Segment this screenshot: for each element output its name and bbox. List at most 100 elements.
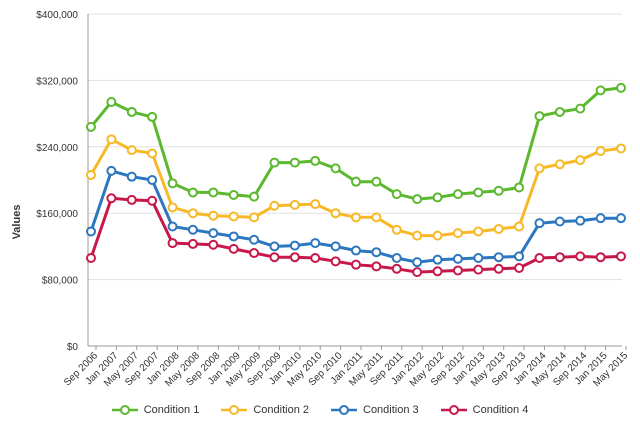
data-point: [249, 248, 260, 259]
data-point: [493, 252, 504, 263]
data-point: [554, 159, 565, 170]
data-point: [616, 251, 626, 262]
data-point: [473, 264, 484, 275]
data-point: [147, 148, 158, 159]
data-point: [616, 213, 626, 224]
data-point: [616, 143, 626, 154]
y-tick-label: $160,000: [36, 209, 78, 220]
data-point: [126, 106, 137, 117]
data-point: [534, 218, 545, 229]
legend-item[interactable]: Condition 4: [440, 404, 529, 416]
data-point: [534, 163, 545, 174]
data-point: [493, 223, 504, 234]
data-point: [371, 247, 382, 258]
series: [86, 82, 626, 278]
legend-label: Condition 3: [363, 404, 419, 416]
y-axis-label: Values: [11, 205, 23, 240]
data-point: [187, 187, 198, 198]
data-point: [371, 176, 382, 187]
legend-label: Condition 4: [472, 404, 529, 416]
data-point: [167, 221, 178, 232]
data-point: [147, 175, 158, 185]
data-point: [534, 111, 545, 122]
data-point: [187, 224, 198, 235]
data-point: [432, 266, 443, 277]
data-point: [126, 171, 137, 182]
data-point: [126, 194, 137, 205]
data-point: [330, 163, 341, 174]
data-point: [391, 263, 402, 274]
data-point: [575, 103, 586, 114]
legend-item[interactable]: Condition 2: [221, 404, 309, 416]
data-point: [412, 267, 423, 278]
data-point: [228, 243, 239, 254]
data-point: [616, 82, 626, 93]
data-point: [595, 213, 606, 224]
data-point: [391, 253, 402, 264]
data-point: [575, 215, 586, 226]
data-point: [391, 224, 402, 235]
data-point: [126, 145, 137, 156]
legend-swatch: [111, 405, 138, 415]
data-point: [187, 208, 198, 219]
data-point: [249, 234, 260, 245]
data-point: [452, 253, 463, 264]
data-point: [106, 165, 117, 176]
data-point: [106, 96, 117, 107]
data-point: [330, 256, 341, 267]
data-point: [554, 106, 565, 117]
data-point: [228, 231, 239, 242]
legend-swatch: [440, 405, 467, 415]
data-point: [249, 212, 260, 223]
data-point: [371, 212, 382, 223]
data-point: [595, 145, 606, 156]
data-point: [575, 155, 586, 166]
data-point: [147, 111, 158, 122]
legend-item[interactable]: Condition 1: [111, 404, 199, 416]
y-tick-label: $320,000: [36, 76, 78, 87]
legend: Condition 1 Condition 2 Condition 3 Conditi…: [0, 404, 640, 416]
data-point: [432, 192, 443, 203]
data-point: [208, 239, 219, 250]
data-point: [432, 254, 443, 265]
data-point: [86, 121, 96, 132]
data-point: [554, 252, 565, 263]
data-point: [269, 241, 280, 252]
data-point: [86, 226, 96, 237]
data-point: [452, 228, 463, 239]
data-point: [493, 185, 504, 196]
data-point: [351, 176, 361, 187]
data-point: [147, 195, 158, 206]
data-point: [595, 85, 606, 96]
data-point: [452, 265, 463, 276]
data-point: [167, 178, 178, 189]
data-point: [351, 212, 361, 223]
data-point: [412, 194, 423, 205]
data-point: [351, 259, 361, 270]
data-point: [86, 253, 96, 264]
data-point: [228, 189, 239, 200]
data-point: [86, 170, 96, 181]
data-point: [534, 253, 545, 264]
data-point: [208, 187, 219, 198]
data-point: [473, 253, 484, 264]
data-point: [514, 182, 525, 193]
legend-item[interactable]: Condition 3: [331, 404, 419, 416]
data-point: [187, 238, 198, 249]
y-tick-label: $240,000: [36, 143, 78, 154]
data-point: [167, 238, 178, 249]
legend-swatch: [221, 405, 248, 415]
data-point: [208, 210, 219, 221]
data-point: [575, 251, 586, 262]
data-point: [371, 261, 382, 272]
data-point: [310, 238, 321, 249]
y-tick-label: $80,000: [42, 276, 79, 287]
data-point: [473, 226, 484, 237]
data-point: [167, 202, 178, 213]
data-point: [269, 157, 280, 168]
y-tick-label: $0: [67, 342, 79, 353]
data-point: [330, 241, 341, 252]
data-point: [595, 252, 606, 263]
data-point: [412, 257, 423, 268]
